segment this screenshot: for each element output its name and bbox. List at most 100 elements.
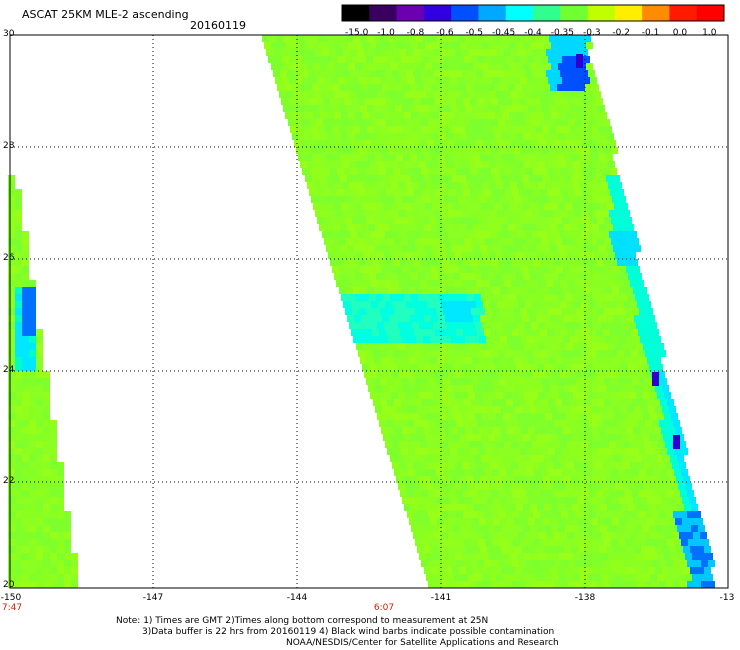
swath-cell xyxy=(386,420,393,427)
swath-cell xyxy=(296,77,303,84)
swath-cell xyxy=(350,210,357,217)
swath-cell xyxy=(381,287,388,294)
swath-cell xyxy=(497,301,504,308)
swath-cell xyxy=(617,420,624,427)
swath-cell xyxy=(402,266,409,273)
swath-cell xyxy=(395,196,402,203)
swath-cell xyxy=(464,308,471,315)
swath-cell xyxy=(608,252,615,259)
swath-cell xyxy=(369,42,376,49)
swath-cell xyxy=(29,490,36,497)
swath-cell xyxy=(295,98,302,105)
swath-cell xyxy=(699,553,706,560)
swath-cell xyxy=(475,161,482,168)
swath-cell xyxy=(688,539,695,546)
swath-cell xyxy=(616,371,623,378)
swath-cell xyxy=(536,385,543,392)
swath-cell xyxy=(514,35,521,42)
swath-cell xyxy=(494,567,501,574)
swath-cell xyxy=(433,553,440,560)
swath-cell xyxy=(592,385,599,392)
swath-cell xyxy=(416,427,423,434)
swath-cell xyxy=(635,504,642,511)
swath-cell xyxy=(618,238,625,245)
swath-cell xyxy=(332,266,339,273)
swath-cell xyxy=(598,336,605,343)
swath-cell xyxy=(647,427,654,434)
swath-cell xyxy=(583,308,590,315)
swath-cell xyxy=(476,441,483,448)
swath-cell xyxy=(446,434,453,441)
swath-cell xyxy=(576,399,583,406)
swath-cell xyxy=(595,231,602,238)
swath-cell xyxy=(359,147,366,154)
swath-cell xyxy=(643,574,650,581)
swath-cell xyxy=(433,252,440,259)
swath-cell xyxy=(519,560,526,567)
swath-cell-low xyxy=(576,54,583,68)
swath-cell xyxy=(366,378,373,385)
swath-cell xyxy=(578,476,585,483)
swath-cell xyxy=(473,546,480,553)
swath-cell xyxy=(491,259,498,266)
swath-cell xyxy=(619,266,626,273)
swath-cell xyxy=(613,406,620,413)
swath-cell xyxy=(289,77,296,84)
swath-cell xyxy=(556,266,563,273)
swath-cell xyxy=(317,147,324,154)
swath-cell xyxy=(590,539,597,546)
swath-cell xyxy=(397,42,404,49)
swath-cell xyxy=(322,70,329,77)
swath-cell xyxy=(623,231,630,238)
swath-cell xyxy=(434,532,441,539)
swath-cell xyxy=(670,525,677,532)
swath-cell xyxy=(641,567,648,574)
swath-cell xyxy=(502,63,509,70)
swath-cell xyxy=(364,231,371,238)
swath-cell xyxy=(569,56,576,63)
swath-cell xyxy=(481,455,488,462)
swath-cell xyxy=(585,406,592,413)
swath-cell xyxy=(515,154,522,161)
swath-cell xyxy=(576,539,583,546)
swath-cell xyxy=(481,273,488,280)
swath-cell xyxy=(464,147,471,154)
swath-cell xyxy=(425,63,432,70)
swath-cell xyxy=(671,553,678,560)
swath-cell xyxy=(518,210,525,217)
swath-cell xyxy=(503,91,510,98)
swath-cell xyxy=(400,420,407,427)
swath-cell xyxy=(582,350,589,357)
swath-cell xyxy=(468,252,475,259)
swath-cell xyxy=(552,322,559,329)
swath-cell xyxy=(554,259,561,266)
swath-cell xyxy=(557,546,564,553)
swath-cell xyxy=(583,448,590,455)
swath-cell xyxy=(22,336,29,343)
swath-cell xyxy=(461,343,468,350)
swath-cell xyxy=(582,511,589,518)
swath-cell xyxy=(411,42,418,49)
swath-cell xyxy=(319,175,326,182)
swath-cell xyxy=(36,378,43,385)
swath-cell xyxy=(531,392,538,399)
swath-cell xyxy=(36,560,43,567)
swath-cell xyxy=(496,322,503,329)
swath-cell xyxy=(462,532,469,539)
swath-cell xyxy=(645,511,652,518)
swath-cell xyxy=(589,168,596,175)
swath-cell xyxy=(304,105,311,112)
swath-cell xyxy=(496,182,503,189)
swath-cell xyxy=(436,469,443,476)
swath-cell xyxy=(670,455,677,462)
swath-cell xyxy=(527,448,534,455)
swath-cell xyxy=(533,490,540,497)
swath-cell xyxy=(517,553,524,560)
swath-cell xyxy=(506,448,513,455)
swath-cell xyxy=(578,245,585,252)
swath-cell xyxy=(517,413,524,420)
swath-cell xyxy=(423,518,430,525)
swath-cell xyxy=(29,399,36,406)
swath-cell xyxy=(493,287,500,294)
swath-cell xyxy=(50,490,57,497)
